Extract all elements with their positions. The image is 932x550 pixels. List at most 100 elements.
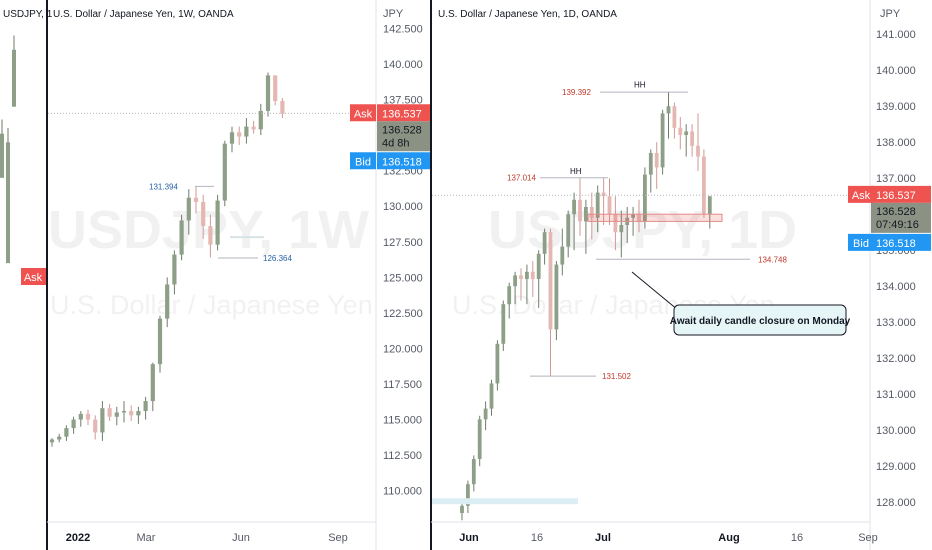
weekly-candle-body [150, 364, 155, 402]
daily-time-tick: Jun [459, 532, 479, 544]
daily-time-tick: 16 [791, 532, 803, 544]
left-strip-symbol: USDJPY, 1 [3, 9, 53, 20]
weekly-time-tick: 2022 [66, 532, 90, 544]
daily-candle-body [489, 383, 494, 409]
daily-ask-label: Ask [852, 190, 871, 202]
weekly-price-tick: 117.500 [383, 379, 422, 391]
weekly-price-tick: 142.500 [383, 23, 423, 35]
daily-candle-body [572, 199, 576, 215]
weekly-candle-body [165, 284, 170, 319]
weekly-candle-body [244, 126, 249, 137]
daily-candle-body [477, 419, 482, 459]
weekly-candle-body [273, 75, 278, 101]
daily-ask-price-box [871, 185, 931, 203]
weekly-candle-body [114, 412, 119, 417]
weekly-ask-label: Ask [354, 108, 373, 120]
daily-candle-body [466, 484, 470, 506]
weekly-candle-body [179, 220, 184, 255]
weekly-bid-price: 136.518 [382, 156, 422, 168]
callout-pointer [631, 271, 679, 311]
daily-price-tick: 129.000 [876, 461, 916, 473]
daily-candle-body [678, 127, 683, 135]
daily-candle-body [589, 207, 594, 218]
weekly-candle-body [157, 318, 163, 365]
daily-level-label: 134.748 [758, 255, 787, 264]
daily-support-zone[interactable] [587, 213, 723, 222]
weekly-candle-body [222, 143, 227, 201]
left-symbol-title: U.S. Dollar / Japanese Yen, 1W, OANDA [53, 9, 234, 20]
daily-candle-body [513, 275, 517, 287]
weekly-candle-body [172, 254, 177, 285]
daily-candle-body [702, 156, 706, 215]
drawing-overlays: 131.394 126.364 139.392 137.014 134.748 131.5… [48, 81, 870, 505]
daily-candle-body [548, 232, 553, 330]
strip-candle-body [6, 142, 10, 264]
daily-candle-body [643, 174, 647, 222]
daily-candle-body [542, 232, 547, 254]
callout-text: Await daily candle closure on Monday [670, 316, 851, 327]
daily-time-tick: Aug [718, 532, 739, 544]
daily-price-axis[interactable]: 141.000140.000139.000138.000137.000136.0… [876, 29, 916, 509]
daily-bid-price-box [871, 233, 931, 251]
daily-demand-zone[interactable] [432, 498, 578, 505]
weekly-candle-body [136, 411, 141, 416]
weekly-candle-body [107, 408, 112, 417]
daily-candle-body [519, 275, 523, 279]
weekly-time-axis[interactable]: 2022 Mar Jun Sep [66, 532, 348, 544]
weekly-bid-price-box [377, 152, 430, 170]
daily-candle-body [483, 408, 488, 420]
daily-candle-body [619, 225, 624, 233]
daily-candle-body [696, 145, 700, 157]
daily-candle-body [595, 192, 600, 218]
daily-time-axis[interactable]: Jun 16 Jul Aug 16 Sep [459, 532, 878, 544]
weekly-candle-body [265, 75, 271, 111]
daily-candles [460, 91, 712, 521]
daily-level-label: 139.392 [562, 88, 591, 97]
daily-price-tick: 134.000 [876, 281, 916, 293]
daily-time-tick: 16 [531, 532, 543, 544]
daily-candle-body [566, 214, 571, 247]
weekly-price-axis[interactable]: 142.500140.000137.500135.000132.500130.0… [383, 23, 423, 497]
weekly-last-price-box [377, 121, 430, 152]
left-watermark-sub: U.S. Dollar / Japanese Yen [50, 290, 373, 320]
daily-price-tick: 131.000 [876, 389, 916, 401]
weekly-price-tick: 127.500 [383, 237, 423, 249]
daily-candle-body [530, 271, 535, 279]
daily-candle-body [495, 343, 500, 384]
callout-box[interactable] [673, 304, 847, 336]
daily-time-tick: Sep [858, 532, 878, 544]
weekly-candle-body [193, 197, 199, 202]
daily-candle-body [525, 271, 529, 279]
weekly-bid-label-box [350, 152, 376, 170]
daily-level-label: 131.502 [602, 372, 631, 381]
strip-candle-body [0, 133, 4, 178]
daily-candle-body [690, 131, 694, 146]
daily-candle-body [578, 199, 582, 222]
weekly-candle-body [186, 197, 191, 221]
weekly-candle-body [129, 411, 134, 416]
weekly-level-label: 126.364 [263, 254, 292, 263]
daily-ask-price: 136.537 [876, 190, 916, 202]
weekly-candle-body [258, 110, 263, 130]
daily-candle-body [631, 214, 635, 218]
daily-candle-body [536, 253, 541, 279]
weekly-chart-pane[interactable]: USDJPY, 1W U.S. Dollar / Japanese Yen [48, 200, 373, 320]
right-watermark: USDJPY, 1D [488, 200, 797, 260]
daily-candle-body [660, 113, 665, 168]
daily-candle-body [648, 153, 653, 175]
daily-time-tick: Jul [595, 532, 611, 544]
weekly-candles [0, 35, 285, 447]
weekly-price-tick: 120.000 [383, 343, 423, 355]
daily-candle-body [601, 192, 606, 197]
weekly-ask-label-box [350, 104, 376, 122]
weekly-time-tick: Sep [328, 532, 348, 544]
daily-candle-body [607, 196, 612, 215]
daily-candle-body [471, 459, 476, 485]
weekly-countdown: 4d 8h [382, 137, 410, 149]
weekly-candle-body [143, 401, 148, 412]
daily-candle-body [707, 196, 712, 215]
weekly-price-tick: 125.000 [383, 272, 423, 284]
weekly-candle-body [49, 439, 55, 443]
daily-candle-body [501, 304, 506, 344]
daily-last-price-box [871, 202, 931, 233]
